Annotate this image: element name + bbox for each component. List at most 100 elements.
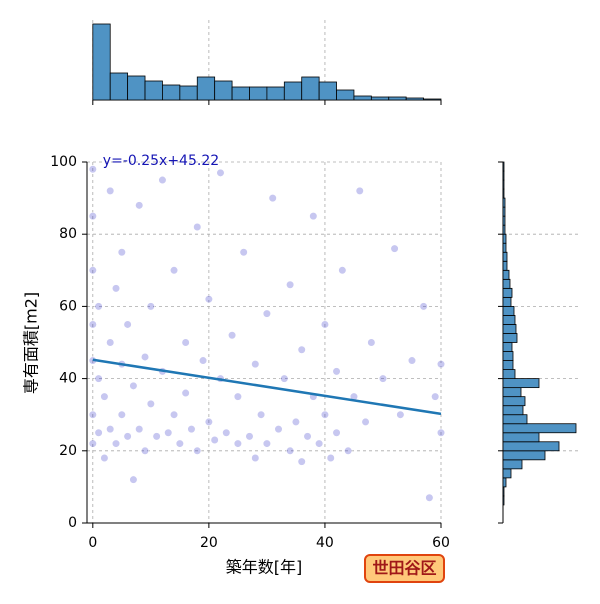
top-hist-bar	[196, 76, 216, 101]
badge-box	[364, 554, 445, 583]
point	[88, 266, 97, 275]
point	[367, 338, 376, 347]
badge: 世田谷区	[372, 559, 436, 578]
right-hist-bar	[502, 459, 523, 470]
top-hist-bar	[423, 98, 442, 101]
point	[117, 248, 126, 257]
right-hist-bar	[502, 197, 506, 208]
y-tick-label: 80	[59, 226, 77, 242]
right-hist-bar	[502, 224, 506, 235]
point	[425, 493, 434, 502]
point	[106, 425, 115, 434]
point	[222, 428, 231, 437]
point	[129, 381, 138, 390]
top-hist-bar	[109, 72, 129, 101]
point	[123, 320, 132, 329]
point	[355, 186, 364, 195]
point	[94, 374, 103, 383]
top-hist-bar	[179, 85, 198, 101]
y-tick-label: 60	[59, 298, 77, 314]
point	[152, 432, 161, 441]
right-hist-bar	[502, 242, 507, 253]
point	[436, 428, 446, 437]
right-hist-bar	[502, 206, 506, 217]
right-hist-bar	[502, 287, 513, 298]
right-hist-bar	[502, 170, 505, 181]
right-hist-bar	[502, 315, 516, 325]
point	[286, 446, 295, 455]
y-axis-label: 専有面積[m2]	[22, 292, 41, 394]
point	[164, 428, 173, 437]
right-hist-bar	[502, 251, 508, 262]
point	[344, 446, 353, 455]
right-hist-bar	[502, 414, 528, 425]
point	[181, 338, 190, 347]
point	[256, 410, 266, 419]
top-hist-bar	[92, 23, 111, 101]
right-hist-bar	[502, 432, 540, 443]
top-hist-bar	[388, 96, 407, 101]
point	[419, 302, 428, 311]
point	[332, 428, 341, 437]
right-hist-bar	[502, 188, 505, 199]
top-hist-bar	[231, 86, 250, 101]
right-hist-bar	[502, 215, 506, 226]
top-hist-bar	[127, 75, 146, 101]
right-hist-bar	[502, 495, 505, 506]
right-hist-bar	[502, 269, 510, 280]
right-hist-bar	[502, 450, 546, 461]
point	[407, 356, 417, 365]
right-hist-bar	[502, 387, 522, 398]
point	[291, 417, 301, 427]
point	[100, 453, 109, 463]
point	[251, 360, 260, 369]
point	[169, 266, 179, 275]
point	[332, 367, 341, 376]
right-hist-bar	[502, 468, 512, 479]
point	[303, 432, 312, 441]
x-tick-label: 60	[432, 535, 450, 551]
point	[88, 320, 97, 329]
point	[378, 374, 388, 383]
right-hist-bar	[502, 179, 505, 190]
right-hist-bar	[502, 486, 505, 497]
right-hist-bar	[502, 333, 518, 343]
point	[187, 425, 196, 434]
point	[181, 388, 190, 398]
right-hist-bar	[502, 351, 514, 361]
right-hist-bar	[502, 441, 560, 452]
top-hist-bar	[370, 96, 390, 101]
point	[111, 284, 121, 293]
top-hist-bar	[249, 86, 268, 101]
y-tick-label: 100	[50, 154, 77, 170]
point	[338, 266, 347, 275]
right-hist-bar	[502, 305, 515, 316]
right-hist-bar	[502, 423, 577, 434]
x-axis-label: 築年数[年]	[226, 558, 303, 577]
point	[106, 338, 115, 347]
right-hist-bar	[502, 233, 507, 244]
point	[320, 410, 330, 419]
point	[146, 302, 155, 311]
right-hist-bar	[502, 260, 508, 271]
point	[326, 453, 335, 463]
point	[239, 248, 248, 257]
point	[315, 439, 324, 448]
right-hist-bar	[502, 296, 512, 307]
point	[94, 428, 103, 437]
point	[175, 439, 184, 448]
point	[210, 435, 219, 445]
point	[88, 410, 97, 419]
right-hist-bar	[502, 369, 516, 380]
point	[361, 417, 370, 427]
point	[94, 302, 103, 311]
point	[204, 295, 213, 304]
right-hist-bar	[502, 342, 513, 352]
point	[198, 356, 208, 365]
point	[204, 417, 213, 427]
right-hist-bar	[502, 278, 511, 289]
point	[268, 194, 277, 203]
point	[106, 186, 115, 195]
point	[129, 475, 138, 484]
point	[216, 168, 225, 177]
